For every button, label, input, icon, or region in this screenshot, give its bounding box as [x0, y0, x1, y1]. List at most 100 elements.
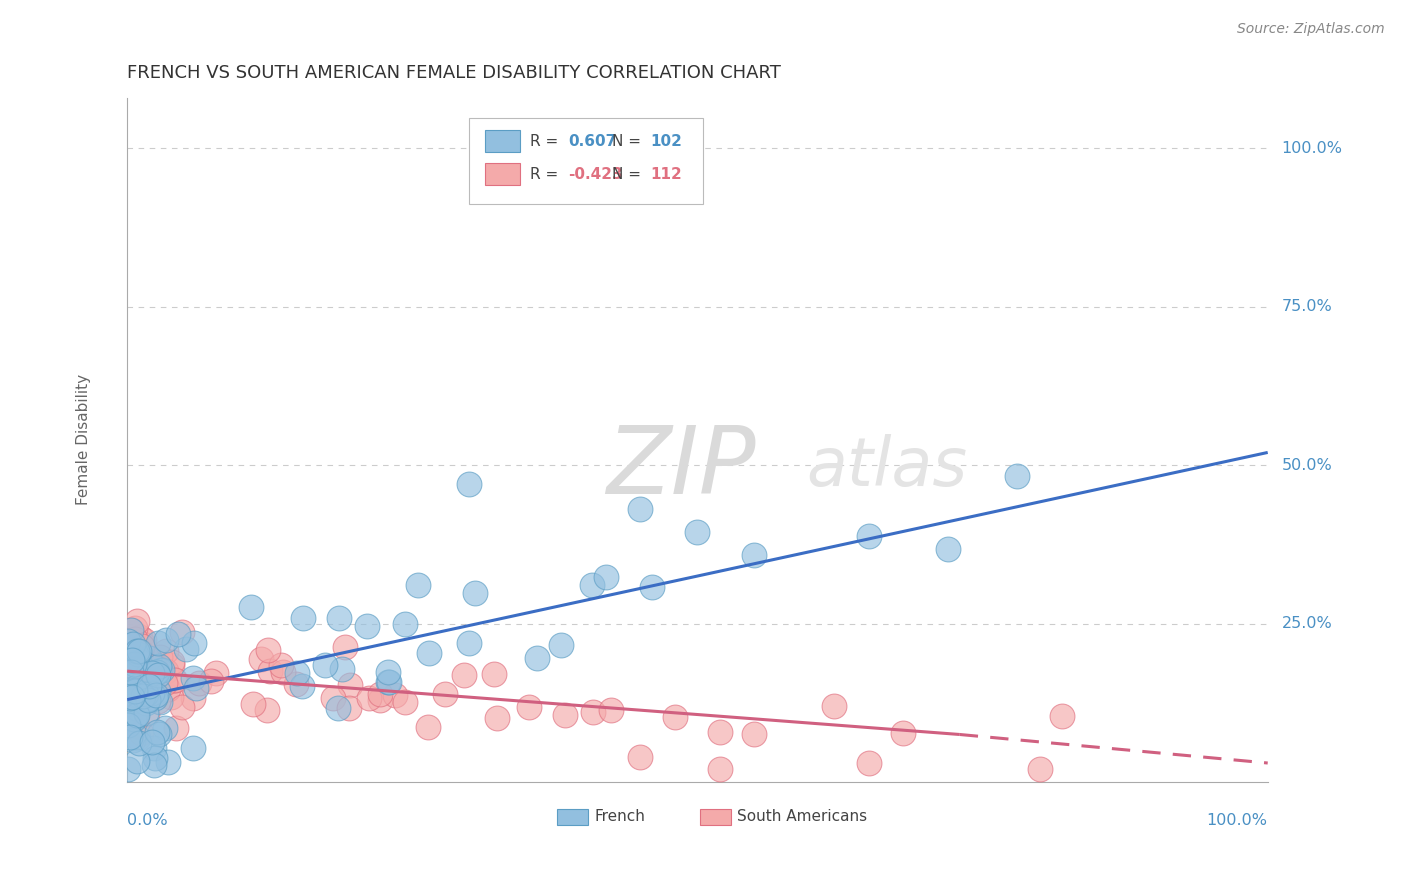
Point	[121, 657, 143, 671]
Point	[357, 691, 380, 706]
Point	[292, 611, 315, 625]
Point	[183, 740, 205, 755]
Point	[117, 634, 139, 648]
Point	[131, 691, 153, 706]
Point	[333, 640, 356, 654]
Point	[368, 687, 391, 701]
Point	[155, 632, 177, 647]
Point	[124, 670, 146, 684]
Point	[416, 720, 439, 734]
Point	[256, 703, 278, 717]
Point	[127, 688, 149, 702]
Point	[641, 580, 664, 594]
Point	[155, 721, 177, 735]
Text: French: French	[595, 809, 645, 823]
Point	[453, 668, 475, 682]
Point	[141, 660, 163, 674]
Point	[242, 697, 264, 711]
Point	[124, 685, 146, 699]
Text: 102: 102	[651, 134, 682, 149]
Point	[744, 727, 766, 741]
Point	[141, 666, 163, 681]
Point	[141, 686, 163, 700]
Point	[125, 614, 148, 628]
Point	[135, 666, 157, 681]
Point	[152, 662, 174, 676]
Point	[129, 645, 152, 659]
Point	[124, 712, 146, 726]
Point	[406, 578, 429, 592]
Point	[118, 696, 141, 710]
Point	[284, 676, 307, 690]
Point	[122, 732, 145, 747]
Point	[1052, 709, 1074, 723]
Point	[187, 676, 209, 690]
Point	[125, 657, 148, 671]
Point	[328, 611, 350, 625]
Point	[157, 681, 180, 696]
Point	[709, 763, 731, 777]
Point	[145, 661, 167, 675]
Text: R =: R =	[530, 167, 558, 182]
Point	[181, 671, 204, 685]
Point	[127, 679, 149, 693]
Point	[124, 632, 146, 646]
Point	[165, 721, 187, 735]
Point	[129, 726, 152, 740]
Point	[148, 668, 170, 682]
Point	[146, 694, 169, 708]
Point	[121, 653, 143, 667]
Point	[744, 548, 766, 562]
Point	[127, 644, 149, 658]
Point	[165, 673, 187, 688]
Point	[124, 684, 146, 698]
Point	[823, 698, 845, 713]
Point	[125, 657, 148, 672]
Point	[326, 700, 349, 714]
Point	[128, 736, 150, 750]
Text: 100.0%: 100.0%	[1206, 813, 1268, 828]
Point	[686, 525, 709, 540]
Point	[128, 684, 150, 698]
Point	[394, 617, 416, 632]
Text: 0.0%: 0.0%	[127, 813, 167, 828]
Text: 50.0%: 50.0%	[1281, 458, 1331, 473]
Point	[121, 663, 143, 677]
Point	[250, 652, 273, 666]
Point	[145, 690, 167, 705]
Point	[270, 657, 292, 672]
Point	[155, 644, 177, 658]
Point	[131, 640, 153, 654]
Point	[136, 707, 159, 722]
Point	[550, 638, 572, 652]
Point	[482, 666, 505, 681]
Text: -0.423: -0.423	[568, 167, 623, 182]
Point	[160, 658, 183, 673]
Point	[709, 724, 731, 739]
Point	[135, 687, 157, 701]
Point	[148, 659, 170, 673]
FancyBboxPatch shape	[700, 809, 731, 825]
Point	[120, 683, 142, 698]
Point	[271, 665, 294, 680]
Point	[377, 665, 399, 680]
Point	[124, 642, 146, 657]
Point	[124, 688, 146, 702]
Point	[205, 666, 228, 681]
Text: 25.0%: 25.0%	[1281, 616, 1331, 631]
Point	[370, 693, 392, 707]
Point	[628, 502, 651, 516]
Point	[134, 673, 156, 687]
Text: ZIP: ZIP	[606, 422, 756, 513]
Text: 75.0%: 75.0%	[1281, 299, 1331, 314]
Point	[132, 681, 155, 695]
Point	[183, 636, 205, 650]
Point	[129, 630, 152, 644]
Point	[120, 673, 142, 688]
Point	[149, 695, 172, 709]
Point	[554, 707, 576, 722]
Point	[377, 675, 399, 690]
Point	[418, 646, 440, 660]
Point	[138, 679, 160, 693]
Point	[339, 678, 361, 692]
